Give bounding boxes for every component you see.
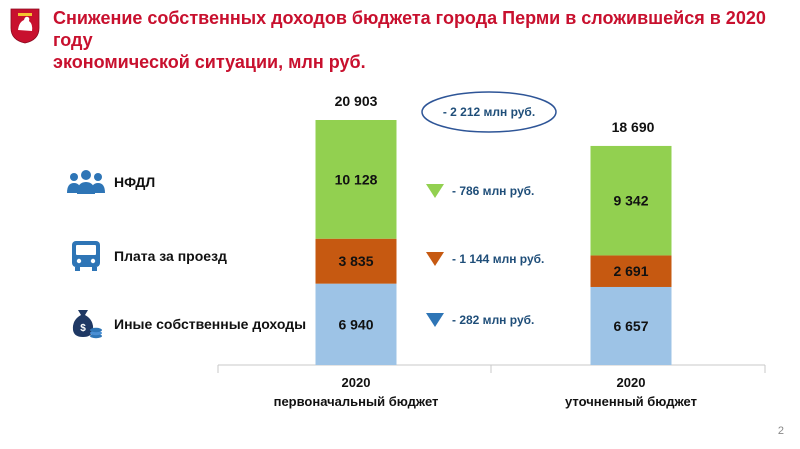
total-delta-label: - 2 212 млн руб. — [443, 105, 535, 119]
delta-arrow-fare — [426, 252, 444, 266]
bar-nfdl-1 — [315, 120, 397, 239]
legend-label-fare: Плата за проезд — [114, 248, 227, 264]
delta-label-other: - 282 млн руб. — [452, 313, 534, 327]
legend-label-nfdl: НФДЛ — [114, 174, 156, 190]
legend-item-other: $ Иные собственные доходы — [66, 306, 306, 342]
bar-nfdl-2 — [590, 145, 672, 256]
data-label-other-2: 6 657 — [613, 318, 648, 334]
category-label-1-line-2: первоначальный бюджет — [274, 394, 439, 409]
delta-label-nfdl: - 786 млн руб. — [452, 184, 534, 198]
data-label-fare-2: 2 691 — [613, 263, 648, 279]
category-label-2-line-2: уточненный бюджет — [565, 394, 697, 409]
category-label-1-line-1: 2020 — [342, 375, 371, 390]
page-number: 2 — [777, 425, 784, 437]
title-line-1: Снижение собственных доходов бюджета гор… — [53, 8, 766, 50]
category-label-2-line-1: 2020 — [617, 375, 646, 390]
total-label-1: 20 903 — [335, 93, 378, 109]
perm-emblem-logo — [10, 8, 40, 44]
data-label-nfdl-2: 9 342 — [613, 193, 648, 209]
delta-label-fare: - 1 144 млн руб. — [452, 252, 544, 266]
bar-other-2 — [590, 286, 672, 365]
bar-fare-1 — [315, 238, 397, 284]
data-label-other-1: 6 940 — [338, 316, 373, 332]
bar-fare-2 — [590, 255, 672, 287]
svg-text:$: $ — [80, 323, 86, 334]
title-line-2: экономической ситуации, млн руб. — [53, 52, 366, 72]
people-group-icon — [66, 164, 106, 200]
bar-other-1 — [315, 283, 397, 365]
money-bag-coins-icon: $ — [66, 306, 106, 342]
total-label-2: 18 690 — [612, 119, 655, 135]
delta-arrow-other — [426, 313, 444, 327]
data-label-fare-1: 3 835 — [338, 253, 373, 269]
legend-label-other: Иные собственные доходы — [114, 316, 307, 332]
legend-item-fare: Плата за проезд — [66, 238, 227, 274]
legend-item-nfdl: НФДЛ — [66, 164, 155, 200]
bus-icon — [66, 238, 106, 274]
page-title: Снижение собственных доходов бюджета гор… — [53, 7, 793, 73]
delta-arrow-nfdl — [426, 184, 444, 198]
total-delta-ellipse — [421, 91, 557, 133]
data-label-nfdl-1: 10 128 — [335, 171, 378, 187]
